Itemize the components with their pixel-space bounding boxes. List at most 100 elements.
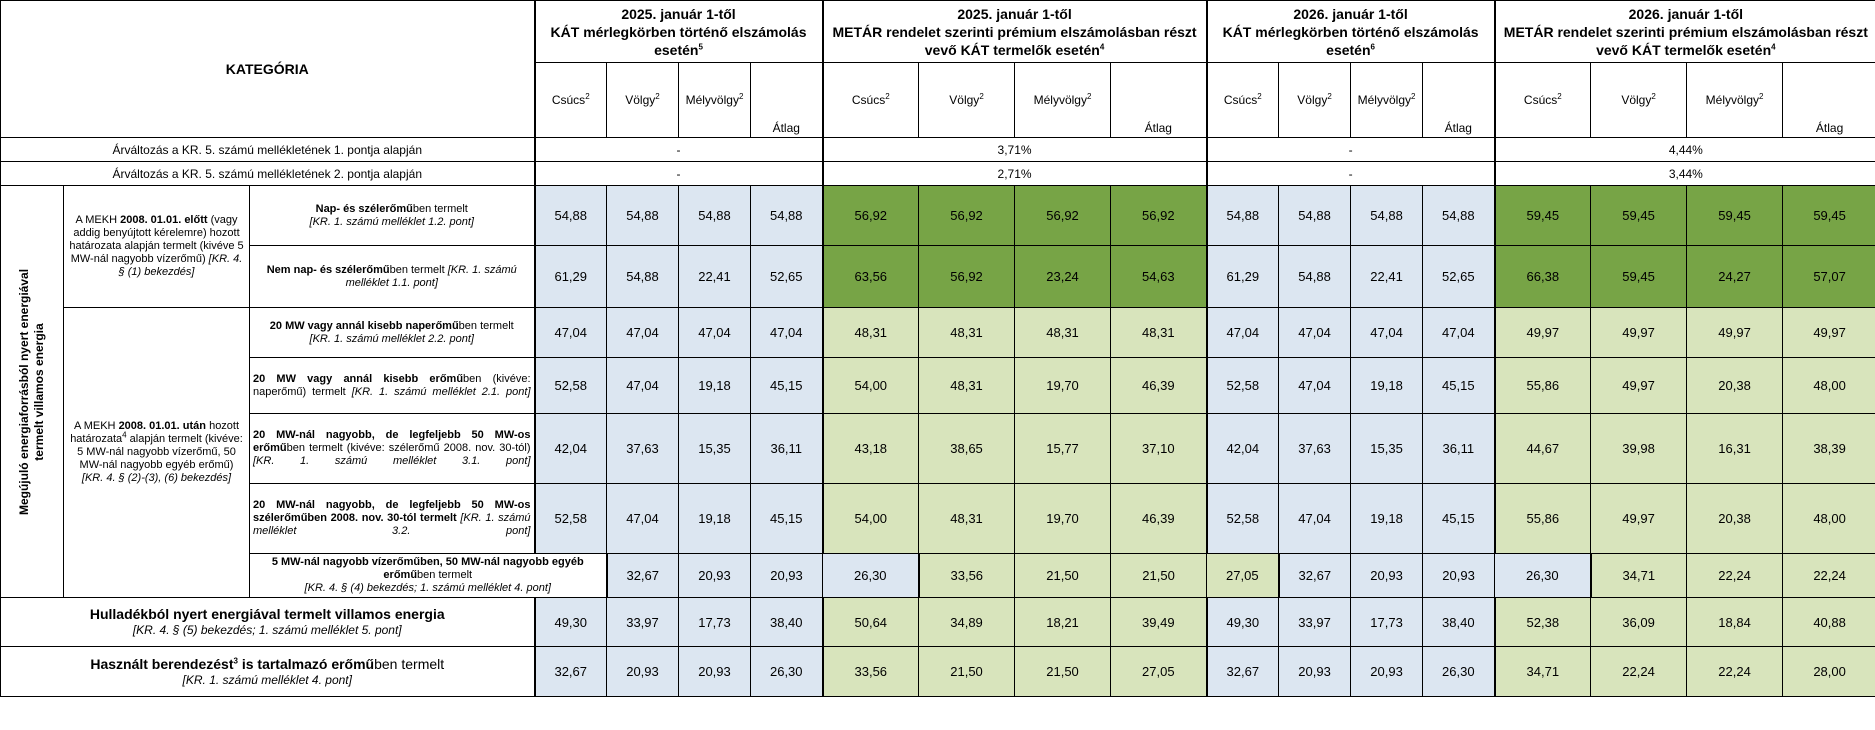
value-cell-melyvolgy: 19,18 [1350, 483, 1424, 554]
value-cell-melyvolgy: 22,24 [1782, 553, 1875, 598]
value-cell-csucs: 66,38 [1493, 245, 1592, 308]
value-cell-csucs: 61,29 [533, 245, 607, 308]
arvaltozas-label: Árváltozás a KR. 5. számú mellékletének … [0, 137, 535, 162]
subcol-volgy: Völgy2 [606, 62, 679, 138]
arvaltozas-row: Árváltozás a KR. 5. számú mellékletének … [0, 161, 1875, 186]
value-cell-volgy: 47,04 [1278, 357, 1352, 414]
value-cell-melyvolgy: 23,24 [1014, 245, 1112, 308]
table-row: Megújuló energiaforrásból nyert energiáv… [0, 185, 1875, 598]
subcol-atlag: Átlag [1110, 62, 1208, 138]
value-cell-csucs: 34,71 [1589, 553, 1688, 598]
subcol-csucs: Csúcs2 [821, 62, 920, 138]
category-label: 20 MW vagy annál kisebb erőműben (kivéve… [249, 357, 535, 414]
value-cell-csucs: 50,64 [821, 597, 920, 647]
value-cell-csucs: 61,29 [1205, 245, 1280, 308]
value-cell-melyvolgy: 48,31 [1014, 307, 1112, 358]
value-cell-csucs: 43,18 [821, 413, 920, 484]
value-cell-atlag: 57,07 [1782, 245, 1875, 308]
arvaltozas-value: - [1205, 137, 1496, 162]
value-cell-volgy: 20,93 [678, 553, 751, 598]
value-cell-volgy: 47,04 [606, 307, 679, 358]
value-cell-atlag: 56,92 [1110, 185, 1208, 246]
value-cell-csucs: 52,58 [1205, 357, 1280, 414]
subcol-melyvolgy: Mélyvölgy2 [678, 62, 751, 138]
value-cell-atlag: 52,65 [1422, 245, 1496, 308]
value-cell-melyvolgy: 22,41 [1350, 245, 1424, 308]
group-after-2008: A MEKH 2008. 01.01. után hozott határoza… [63, 307, 250, 598]
value-cell-melyvolgy: 56,92 [1014, 185, 1112, 246]
value-cell-csucs: 54,00 [821, 483, 920, 554]
value-cell-melyvolgy: 47,04 [1350, 307, 1424, 358]
value-cell-csucs: 56,92 [821, 185, 920, 246]
value-cell-atlag: 36,11 [749, 413, 824, 484]
table-row: Használt berendezést3 is tartalmazó erőm… [0, 646, 1875, 697]
value-cell-atlag: 26,30 [1494, 553, 1592, 598]
value-cell-atlag: 54,88 [1422, 185, 1496, 246]
subcol-melyvolgy: Mélyvölgy2 [1014, 62, 1112, 138]
value-cell-melyvolgy: 18,84 [1686, 597, 1784, 647]
value-cell-volgy: 54,88 [606, 245, 679, 308]
value-cell-csucs: 42,04 [1205, 413, 1280, 484]
value-cell-melyvolgy: 20,38 [1686, 357, 1784, 414]
value-cell-melyvolgy: 15,35 [1350, 413, 1424, 484]
value-cell-volgy: 47,04 [1278, 483, 1352, 554]
kat-price-table: KATEGÓRIA 2025. január 1-től KÁT mérlegk… [0, 0, 1875, 697]
value-cell-csucs: 55,86 [1493, 357, 1592, 414]
value-cell-csucs: 52,38 [1493, 597, 1592, 647]
value-cell-atlag: 47,04 [749, 307, 824, 358]
subcol-volgy: Völgy2 [1278, 62, 1352, 138]
value-cell-melyvolgy: 54,88 [678, 185, 751, 246]
value-cell-volgy: 20,93 [1278, 646, 1352, 697]
value-cell-melyvolgy: 18,21 [1014, 597, 1112, 647]
arvaltozas-row: Árváltozás a KR. 5. számú mellékletének … [0, 137, 1875, 162]
value-cell-csucs: 42,04 [533, 413, 607, 484]
renewable-vertical-label: Megújuló energiaforrásból nyert energiáv… [0, 185, 64, 598]
value-cell-atlag: 45,15 [1422, 483, 1496, 554]
subcol-volgy: Völgy2 [918, 62, 1016, 138]
value-cell-melyvolgy: 19,18 [1350, 357, 1424, 414]
value-cell-melyvolgy: 20,38 [1686, 483, 1784, 554]
value-cell-volgy: 54,88 [1278, 245, 1352, 308]
table-row: 20 MW-nál nagyobb, de legfeljebb 50 MW-o… [1, 483, 1875, 554]
value-cell-csucs: 34,71 [1493, 646, 1592, 697]
value-cell-melyvolgy: 59,45 [1686, 185, 1784, 246]
value-cell-volgy: 34,89 [918, 597, 1016, 647]
value-cell-volgy: 22,24 [1686, 553, 1784, 598]
value-cell-atlag: 52,65 [749, 245, 824, 308]
value-cell-volgy: 48,31 [918, 357, 1016, 414]
value-cell-melyvolgy: 16,31 [1686, 413, 1784, 484]
value-cell-csucs: 32,67 [605, 553, 679, 598]
value-cell-csucs: 32,67 [1205, 646, 1280, 697]
arvaltozas-value: 3,71% [821, 137, 1208, 162]
value-cell-csucs: 52,58 [533, 483, 607, 554]
value-cell-melyvolgy: 19,18 [678, 357, 751, 414]
table-row: 5 MW-nál nagyobb vízerőműben, 50 MW-nál … [1, 553, 1875, 598]
period-header-3: 2026. január 1-től KÁT mérlegkörben tört… [1205, 0, 1496, 63]
category-label: Használt berendezést3 is tartalmazó erőm… [0, 646, 535, 697]
value-cell-volgy: 48,31 [918, 483, 1016, 554]
value-cell-melyvolgy: 49,97 [1686, 307, 1784, 358]
value-cell-volgy: 54,88 [606, 185, 679, 246]
value-cell-volgy: 39,98 [1590, 413, 1688, 484]
period-header-2: 2025. január 1-től METÁR rendelet szerin… [821, 0, 1208, 63]
value-cell-csucs: 54,88 [533, 185, 607, 246]
subcol-volgy: Völgy2 [1590, 62, 1688, 138]
subcol-atlag: Átlag [749, 62, 824, 138]
value-cell-atlag: 39,49 [1110, 597, 1208, 647]
value-cell-csucs: 47,04 [533, 307, 607, 358]
table-row: 20 MW vagy annál kisebb erőműben (kivéve… [1, 357, 1875, 414]
value-cell-melyvolgy: 20,93 [678, 646, 751, 697]
value-cell-volgy: 49,97 [1590, 483, 1688, 554]
value-cell-atlag: 45,15 [749, 357, 824, 414]
value-cell-melyvolgy: 17,73 [678, 597, 751, 647]
value-cell-atlag: 54,88 [749, 185, 824, 246]
value-cell-melyvolgy: 15,77 [1014, 413, 1112, 484]
arvaltozas-value: 2,71% [821, 161, 1208, 186]
value-cell-atlag: 27,05 [1206, 553, 1280, 598]
value-cell-melyvolgy: 20,93 [749, 553, 824, 598]
value-cell-csucs: 49,30 [533, 597, 607, 647]
value-cell-volgy: 21,50 [1014, 553, 1112, 598]
value-cell-atlag: 45,15 [749, 483, 824, 554]
value-cell-csucs: 33,56 [917, 553, 1016, 598]
value-cell-volgy: 54,88 [1278, 185, 1352, 246]
